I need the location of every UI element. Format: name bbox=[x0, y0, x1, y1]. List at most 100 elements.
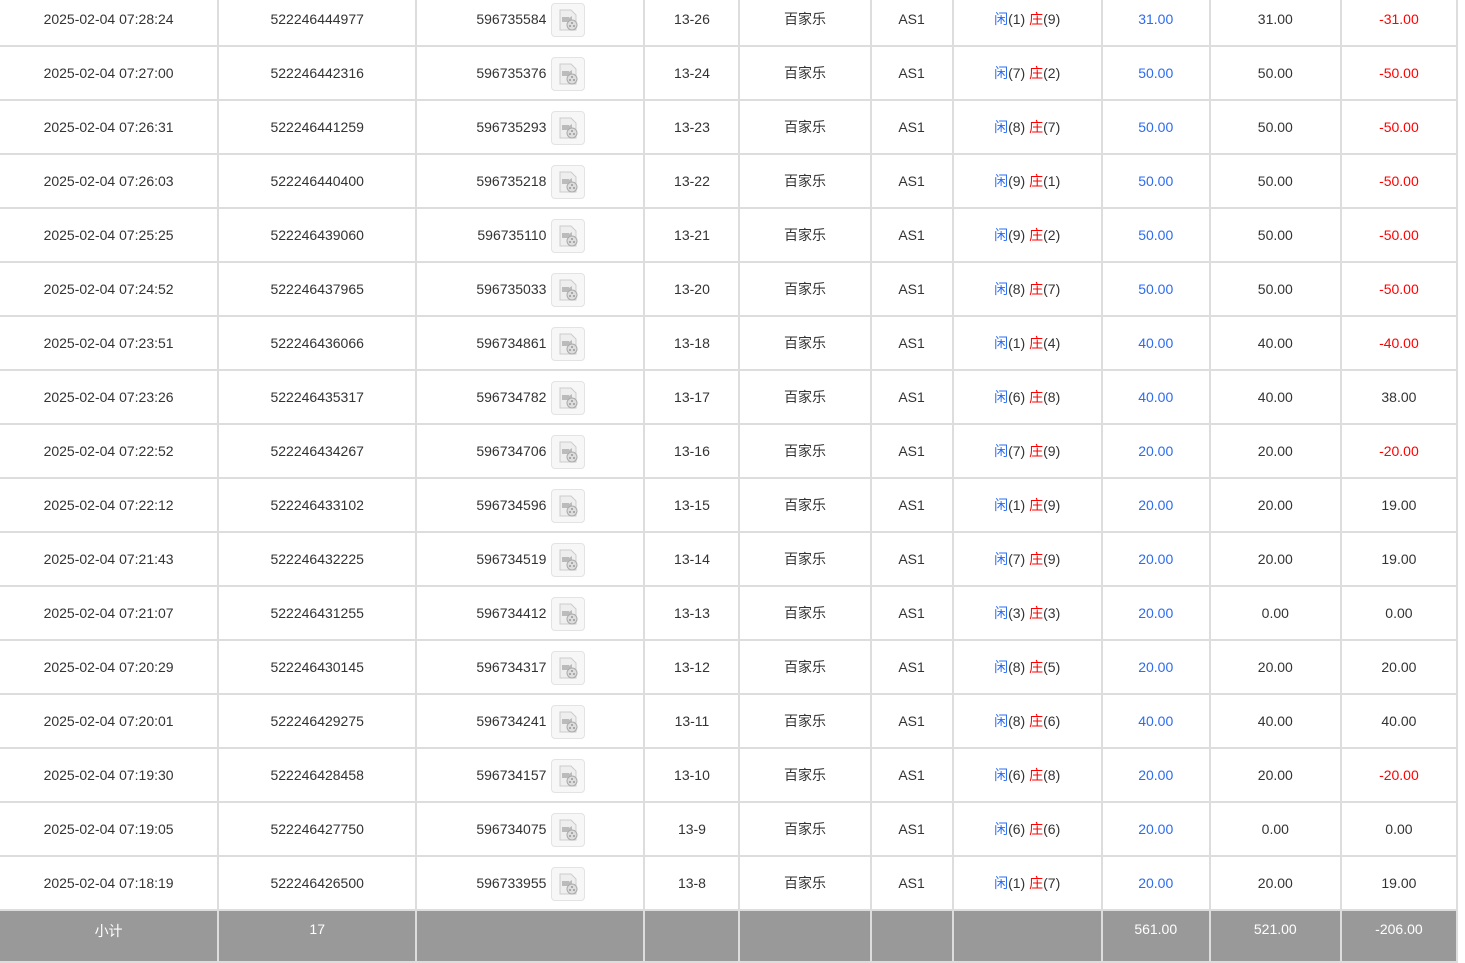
round: 13-26 bbox=[643, 0, 741, 47]
subtotal-row: 小计 17 561.00 521.00 -206.00 bbox=[0, 910, 1459, 963]
bet-time: 2025-02-04 07:18:19 bbox=[0, 856, 220, 911]
game-type: 百家乐 bbox=[738, 100, 872, 155]
bet-time: 2025-02-04 07:25:25 bbox=[0, 208, 220, 263]
game-id-cell: 596735293 bbox=[415, 100, 646, 155]
valid-amount: 0.00 bbox=[1208, 586, 1342, 641]
video-replay-icon[interactable] bbox=[551, 435, 586, 469]
video-replay-icon[interactable] bbox=[551, 111, 586, 145]
game-id: 596734596 bbox=[476, 497, 547, 513]
game-id-cell: 596734782 bbox=[415, 370, 646, 425]
valid-amount: 20.00 bbox=[1208, 478, 1342, 533]
table-name: AS1 bbox=[869, 316, 954, 371]
bet-time: 2025-02-04 07:22:52 bbox=[0, 424, 220, 479]
game-type: 百家乐 bbox=[738, 154, 872, 209]
result-cell: 闲(9) 庄(2) bbox=[951, 208, 1103, 263]
game-type: 百家乐 bbox=[738, 532, 872, 587]
banker-label: 庄 bbox=[1029, 659, 1044, 675]
player-points: 7 bbox=[1012, 443, 1021, 459]
game-id-cell: 596734861 bbox=[415, 316, 646, 371]
player-label: 闲 bbox=[994, 227, 1009, 243]
video-replay-icon[interactable] bbox=[551, 705, 586, 739]
video-replay-icon[interactable] bbox=[551, 867, 586, 901]
player-points: 6 bbox=[1012, 821, 1021, 837]
table-row: 2025-02-04 07:21:43 522246432225 5967345… bbox=[0, 532, 1459, 587]
video-replay-icon[interactable] bbox=[551, 381, 586, 415]
result-cell: 闲(8) 庄(6) bbox=[951, 694, 1103, 749]
table-name: AS1 bbox=[869, 856, 954, 911]
bet-time: 2025-02-04 07:23:51 bbox=[0, 316, 220, 371]
video-replay-icon[interactable] bbox=[551, 489, 586, 523]
valid-amount: 40.00 bbox=[1208, 316, 1342, 371]
player-label: 闲 bbox=[994, 875, 1009, 891]
bet-id: 522246441259 bbox=[217, 100, 418, 155]
table-name: AS1 bbox=[869, 154, 954, 209]
valid-amount: 20.00 bbox=[1208, 424, 1342, 479]
game-id-cell: 596735218 bbox=[415, 154, 646, 209]
game-id: 596735218 bbox=[476, 173, 547, 189]
bet-id: 522246435317 bbox=[217, 370, 418, 425]
bet-amount: 50.00 bbox=[1100, 262, 1211, 317]
game-id-cell: 596734241 bbox=[415, 694, 646, 749]
video-replay-icon[interactable] bbox=[551, 165, 586, 199]
video-replay-icon[interactable] bbox=[551, 813, 586, 847]
game-id: 596735110 bbox=[477, 227, 547, 243]
player-label: 闲 bbox=[994, 821, 1009, 837]
win-loss: 0.00 bbox=[1339, 802, 1459, 857]
banker-label: 庄 bbox=[1029, 713, 1044, 729]
player-label: 闲 bbox=[994, 335, 1009, 351]
banker-label: 庄 bbox=[1029, 605, 1044, 621]
bet-time: 2025-02-04 07:26:03 bbox=[0, 154, 220, 209]
banker-label: 庄 bbox=[1029, 119, 1044, 135]
video-replay-icon[interactable] bbox=[551, 759, 586, 793]
video-replay-icon[interactable] bbox=[551, 3, 586, 37]
bet-time: 2025-02-04 07:19:30 bbox=[0, 748, 220, 803]
game-id-cell: 596735033 bbox=[415, 262, 646, 317]
table-name: AS1 bbox=[869, 208, 954, 263]
video-replay-icon[interactable] bbox=[551, 57, 586, 91]
bet-amount: 20.00 bbox=[1100, 532, 1211, 587]
table-row: 2025-02-04 07:19:05 522246427750 5967340… bbox=[0, 802, 1459, 857]
banker-points: 2 bbox=[1047, 65, 1056, 81]
table-name: AS1 bbox=[869, 802, 954, 857]
table-name: AS1 bbox=[869, 532, 954, 587]
table-row: 2025-02-04 07:23:51 522246436066 5967348… bbox=[0, 316, 1459, 371]
player-label: 闲 bbox=[994, 659, 1009, 675]
bet-id: 522246442316 bbox=[217, 46, 418, 101]
bet-time: 2025-02-04 07:24:52 bbox=[0, 262, 220, 317]
game-id-cell: 596734157 bbox=[415, 748, 646, 803]
banker-label: 庄 bbox=[1029, 65, 1044, 81]
win-loss: -50.00 bbox=[1339, 100, 1459, 155]
bet-amount: 20.00 bbox=[1100, 640, 1211, 695]
player-points: 6 bbox=[1012, 389, 1021, 405]
table-name: AS1 bbox=[869, 748, 954, 803]
video-replay-icon[interactable] bbox=[551, 543, 586, 577]
valid-amount: 50.00 bbox=[1208, 208, 1342, 263]
result-cell: 闲(6) 庄(8) bbox=[951, 748, 1103, 803]
bet-time: 2025-02-04 07:23:26 bbox=[0, 370, 220, 425]
banker-points: 7 bbox=[1047, 281, 1056, 297]
bet-id: 522246430145 bbox=[217, 640, 418, 695]
result-cell: 闲(1) 庄(4) bbox=[951, 316, 1103, 371]
table-name: AS1 bbox=[869, 586, 954, 641]
round: 13-8 bbox=[643, 856, 741, 911]
player-points: 9 bbox=[1012, 227, 1021, 243]
player-points: 6 bbox=[1012, 767, 1021, 783]
result-cell: 闲(7) 庄(9) bbox=[951, 424, 1103, 479]
round: 13-23 bbox=[643, 100, 741, 155]
video-replay-icon[interactable] bbox=[551, 327, 586, 361]
video-replay-icon[interactable] bbox=[551, 273, 586, 307]
banker-points: 6 bbox=[1047, 713, 1056, 729]
game-type: 百家乐 bbox=[738, 856, 872, 911]
round: 13-16 bbox=[643, 424, 741, 479]
table-name: AS1 bbox=[869, 640, 954, 695]
bet-id: 522246434267 bbox=[217, 424, 418, 479]
game-type: 百家乐 bbox=[738, 586, 872, 641]
video-replay-icon[interactable] bbox=[551, 651, 586, 685]
video-replay-icon[interactable] bbox=[551, 219, 586, 253]
game-id: 596733955 bbox=[476, 875, 547, 891]
video-replay-icon[interactable] bbox=[551, 597, 586, 631]
round: 13-10 bbox=[643, 748, 741, 803]
subtotal-label: 小计 bbox=[0, 910, 220, 963]
game-type: 百家乐 bbox=[738, 748, 872, 803]
table-name: AS1 bbox=[869, 100, 954, 155]
